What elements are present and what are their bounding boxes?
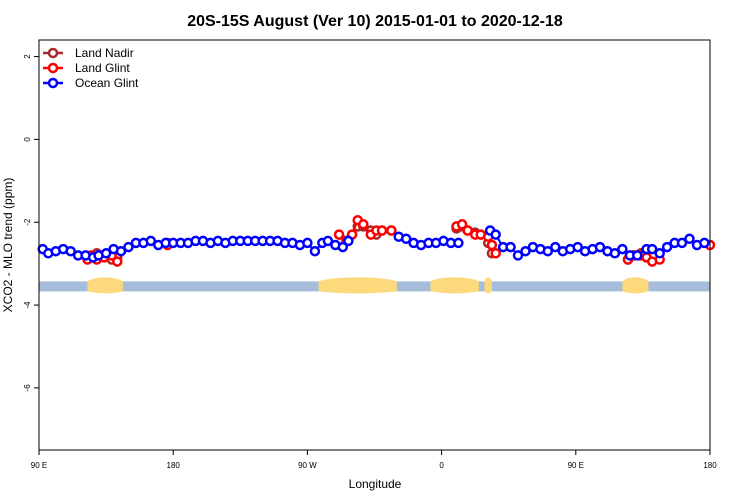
x-axis: 90 E 180 90 W 0 90 E 180 [31, 450, 717, 470]
surface-band-land [484, 277, 492, 294]
x-tick-label: 90 W [298, 461, 317, 470]
data-point [123, 241, 134, 253]
surface-band-land [318, 277, 397, 294]
data-point [386, 225, 397, 236]
x-tick-label: 180 [703, 461, 717, 470]
x-tick-label: 90 E [568, 461, 584, 470]
data-point [337, 241, 349, 253]
data-point [376, 225, 388, 236]
plot-area [37, 214, 716, 294]
data-point [486, 239, 498, 251]
data-point [343, 235, 354, 247]
data-point [684, 233, 695, 245]
data-point [462, 225, 473, 236]
data-point [456, 219, 468, 230]
data-point [505, 241, 516, 253]
x-axis-label: Longitude [349, 477, 402, 491]
series-ocean-glint [37, 225, 710, 263]
data-point [333, 229, 345, 240]
legend-label: Ocean Glint [75, 76, 139, 90]
surface-band-land [430, 277, 479, 294]
data-point [453, 237, 464, 249]
data-point [699, 237, 710, 249]
data-point [609, 248, 621, 259]
data-point [646, 243, 658, 255]
data-point [632, 250, 643, 261]
legend-item: Land Glint [43, 61, 130, 75]
data-point [100, 248, 112, 259]
data-point [115, 245, 127, 257]
legend-item: Ocean Glint [43, 76, 139, 90]
legend-item: Land Nadir [43, 46, 134, 60]
legend-label: Land Glint [75, 61, 130, 75]
legend-swatch-marker [47, 62, 59, 74]
plot-frame [38, 39, 711, 451]
data-point [572, 241, 583, 253]
data-point [550, 241, 561, 253]
legend-swatch-marker [47, 47, 59, 59]
data-point [594, 241, 606, 253]
data-point [676, 237, 688, 249]
surface-band-land [87, 277, 123, 294]
data-point [358, 219, 369, 230]
x-tick-label: 0 [439, 461, 444, 470]
chart-title: 20S-15S August (Ver 10) 2015-01-01 to 20… [187, 13, 563, 30]
data-point [302, 237, 313, 249]
data-point [617, 243, 628, 255]
x-tick-label: 180 [167, 461, 181, 470]
legend-swatch-marker [47, 77, 59, 89]
data-point [542, 245, 554, 257]
legend-label: Land Nadir [75, 46, 134, 60]
data-point [145, 235, 157, 247]
data-point [112, 256, 123, 267]
y-tick-label: 2 [23, 54, 32, 59]
x-tick-label: 90 E [31, 461, 47, 470]
data-point [65, 245, 76, 257]
data-point [322, 235, 334, 247]
data-point [512, 250, 524, 261]
data-point [309, 245, 321, 257]
data-point [661, 241, 673, 253]
data-point [400, 233, 412, 245]
y-tick-label: -6 [23, 384, 32, 392]
data-point [490, 248, 501, 259]
y-axis: 2 0 -2 -4 -6 [23, 54, 39, 392]
surface-band-land [622, 277, 649, 294]
y-tick-label: 0 [23, 137, 32, 142]
data-point [654, 248, 665, 259]
y-axis-label: XCO2 - MLO trend (ppm) [1, 178, 15, 313]
y-tick-label: -2 [23, 218, 32, 226]
data-point [490, 229, 501, 240]
data-point [520, 245, 531, 257]
y-tick-label: -4 [23, 301, 32, 309]
